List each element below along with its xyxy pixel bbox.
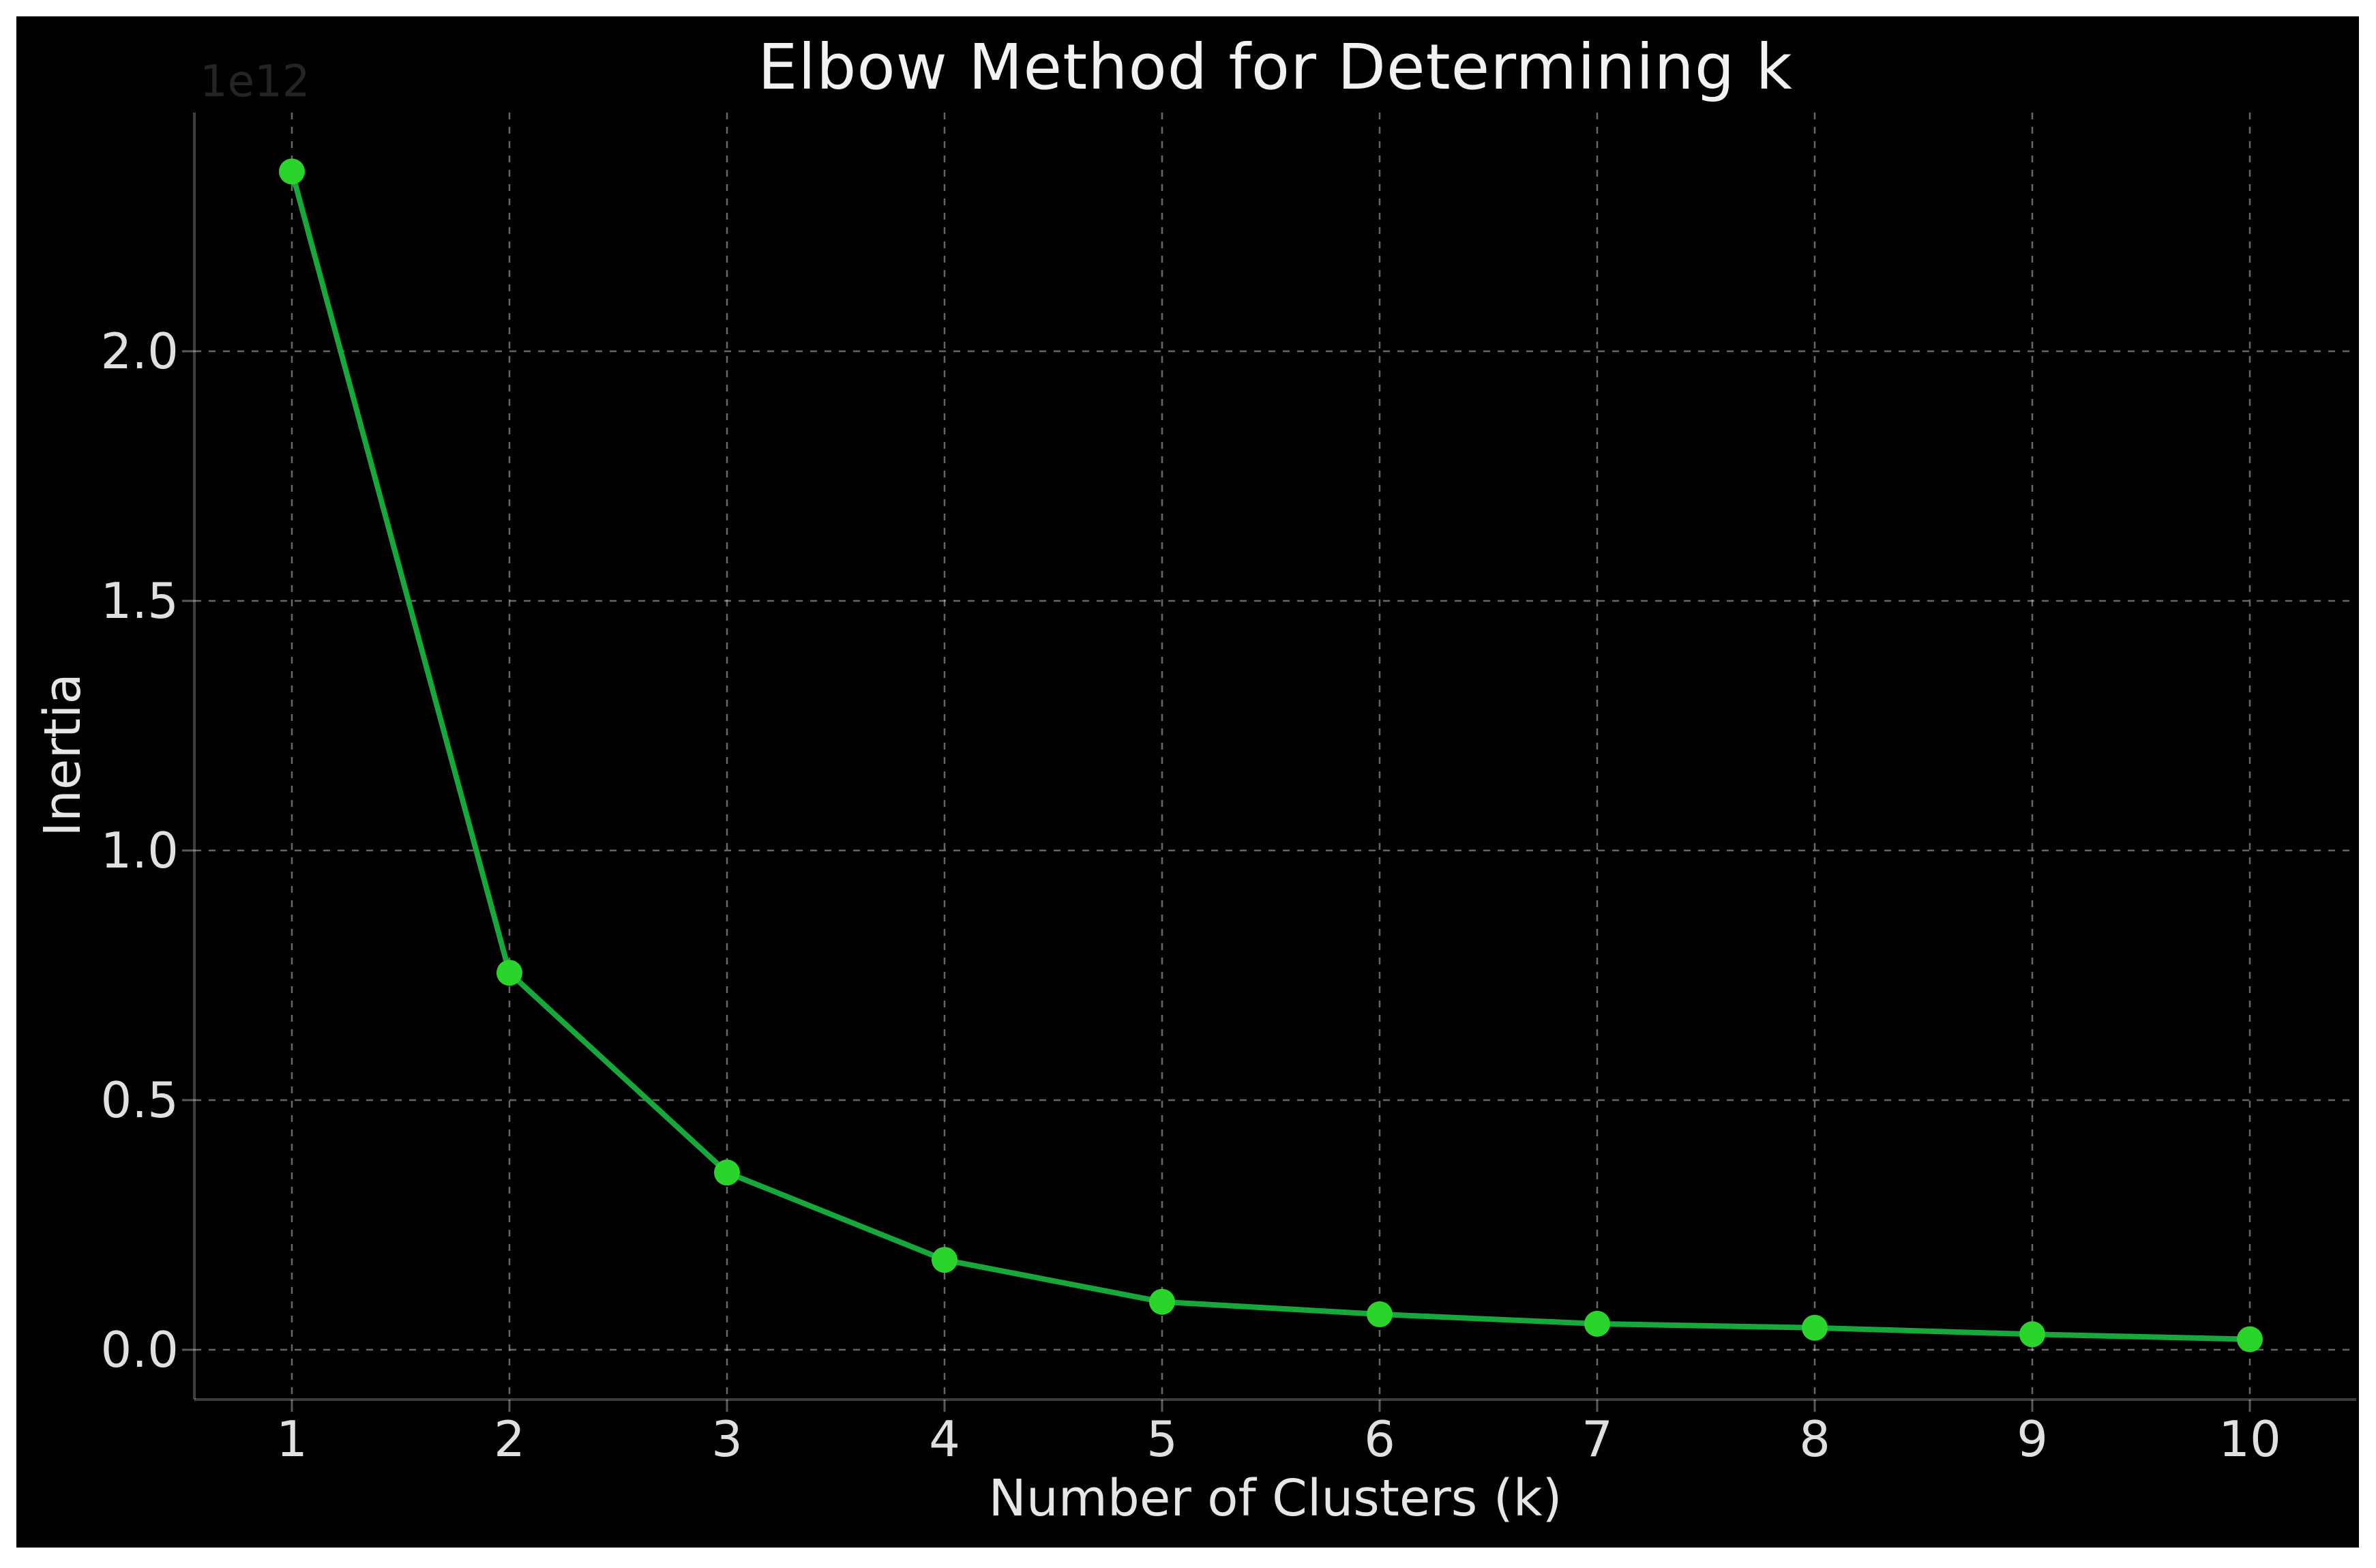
data-point-marker [1367,1301,1393,1328]
x-tick-label: 10 [2218,1410,2281,1468]
y-axis-label: Inertia [33,673,92,837]
data-point-marker [2237,1326,2263,1352]
x-tick-label: 1 [276,1410,308,1468]
x-tick-label: 6 [1364,1410,1395,1468]
data-point-marker [714,1159,740,1186]
data-line [289,171,2251,1342]
inertia-line [289,171,2251,1342]
x-tick-label: 7 [1581,1410,1613,1468]
axes-spines [193,113,2356,1401]
data-point-marker [1149,1288,1175,1315]
x-tick-label: 9 [2017,1410,2048,1468]
x-tick-label: 3 [711,1410,743,1468]
y-tick-label: 1.0 [100,822,179,879]
x-tick-label: 4 [929,1410,960,1468]
chart-figure [16,16,2359,1548]
axis-tick-marks [182,350,2251,1412]
data-point-marker [932,1247,957,1273]
data-point-marker [496,960,522,986]
gridlines [194,113,2356,1400]
data-point-marker [279,158,305,185]
x-tick-label: 8 [1799,1410,1830,1468]
x-tick-label: 5 [1146,1410,1178,1468]
data-point-marker [2019,1321,2045,1348]
data-points [279,158,2263,1352]
data-point-marker [1584,1310,1610,1337]
y-tick-label: 1.5 [100,572,179,630]
chart-title: Elbow Method for Determining k [758,31,1793,104]
y-tick-label: 0.5 [100,1071,179,1129]
y-axis-offset-label: 1e12 [200,57,310,107]
y-tick-label: 0.0 [100,1321,179,1378]
x-axis-label: Number of Clusters (k) [988,1469,1562,1528]
data-point-marker [1802,1314,1828,1341]
x-tick-label: 2 [494,1410,525,1468]
y-tick-label: 2.0 [100,323,179,380]
